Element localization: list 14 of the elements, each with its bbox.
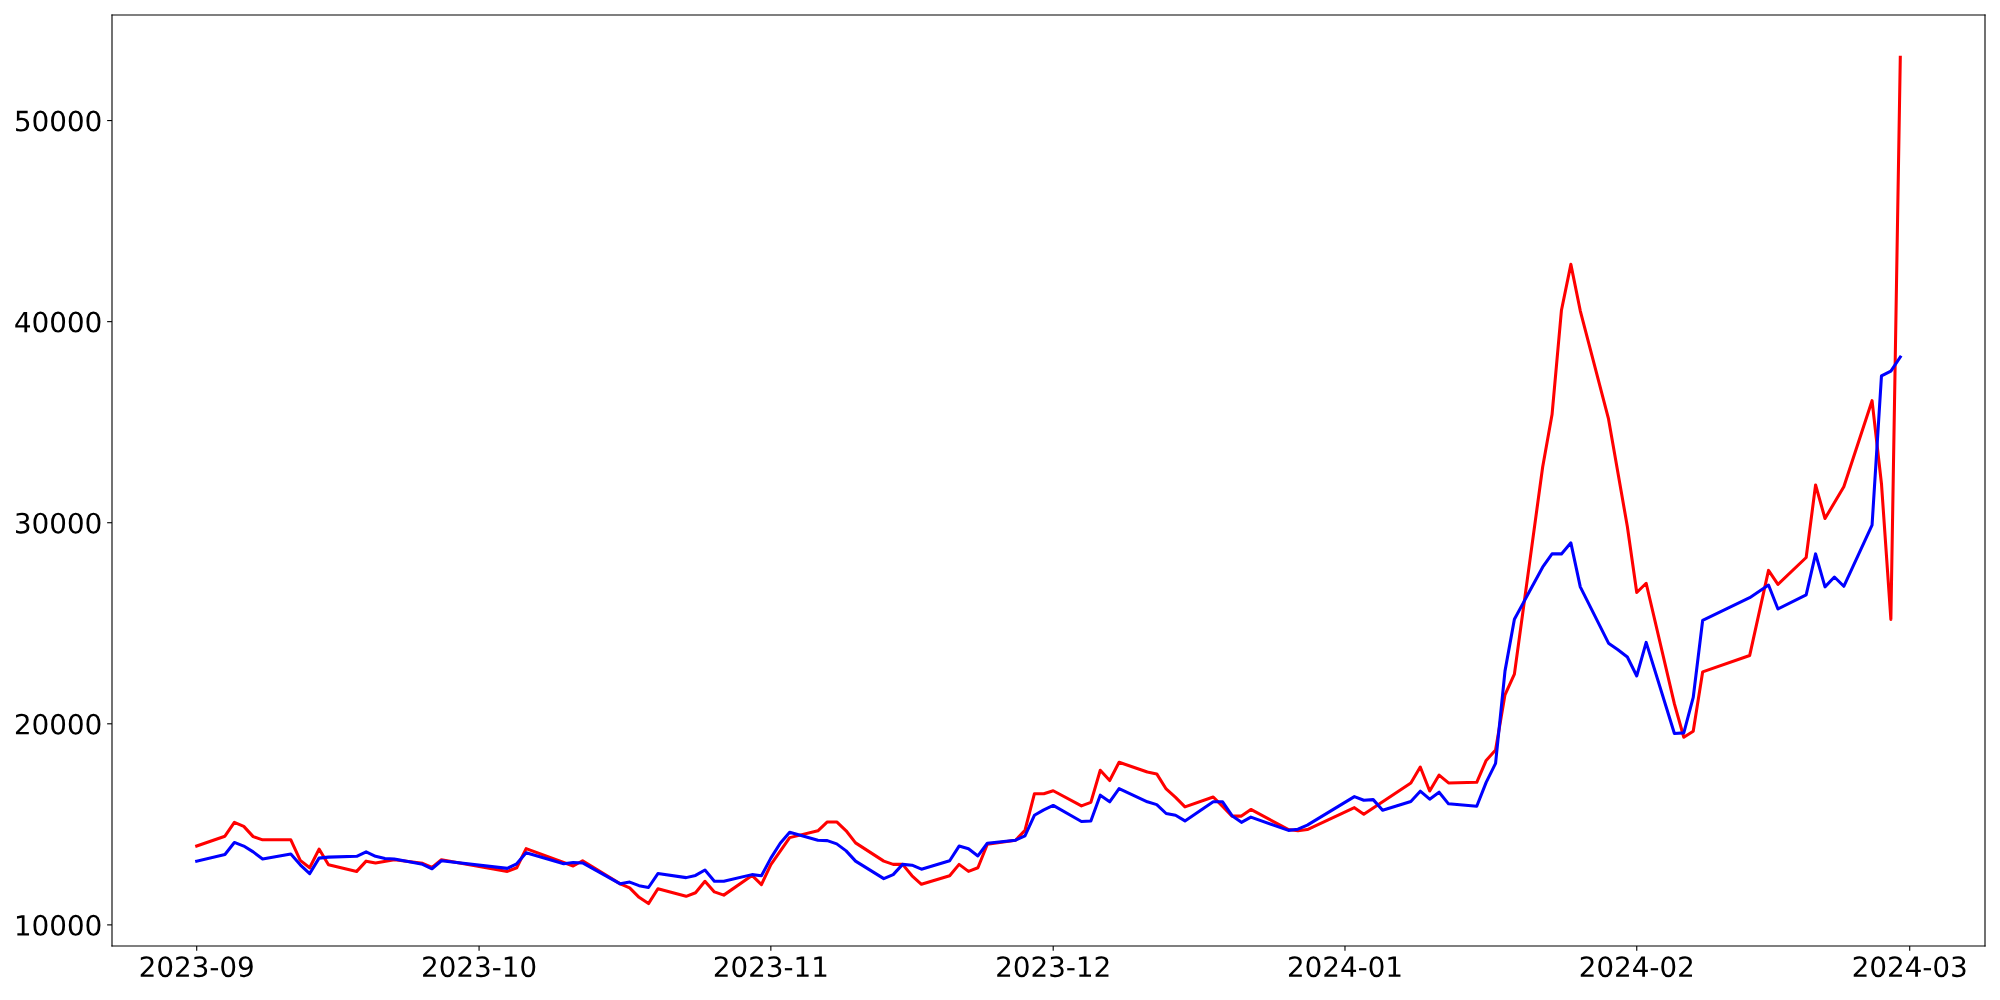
y-tick-label: 10000	[16, 914, 101, 936]
x-tick-label: 2023-10	[423, 956, 536, 978]
y-tick-label: 50000	[16, 110, 101, 132]
line-series	[195, 55, 1902, 906]
x-tick-label: 2023-09	[140, 956, 253, 978]
y-tick-label: 20000	[15, 713, 101, 735]
x-tick-label: 2024-03	[1853, 956, 1966, 978]
x-tick-label: 2023-11	[714, 956, 827, 978]
y-tick-label: 30000	[16, 512, 101, 534]
x-tick-label: 2023-12	[997, 956, 1109, 978]
line-series	[195, 355, 1902, 890]
y-tick-label: 40000	[15, 311, 101, 333]
x-tick-label: 2024-02	[1580, 956, 1692, 978]
x-tick-label: 2024-01	[1288, 956, 1401, 978]
